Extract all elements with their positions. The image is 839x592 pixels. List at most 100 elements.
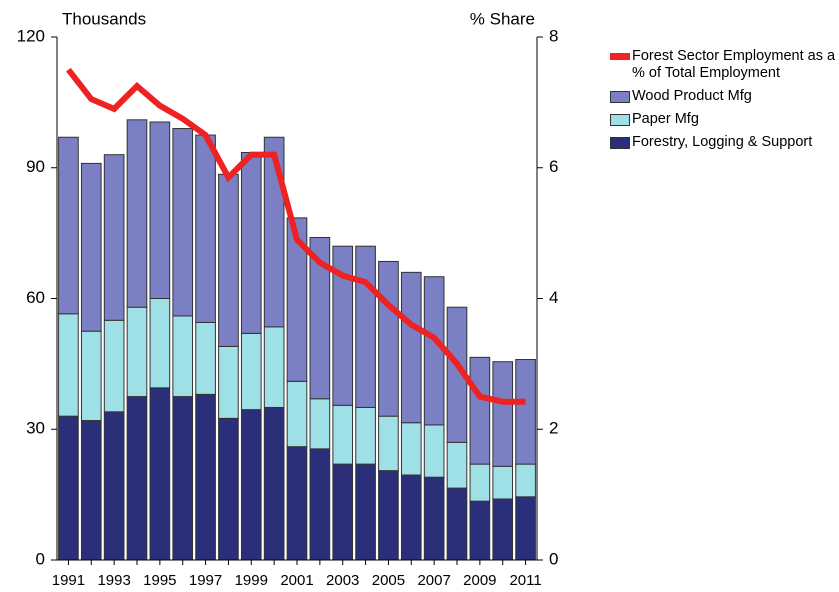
bar-segment (378, 470, 399, 561)
bar-segment (400, 422, 422, 476)
bar-segment (172, 128, 194, 317)
bar-segment (400, 271, 422, 424)
bar-segment (446, 441, 468, 489)
bar-segment (126, 119, 148, 308)
bar-segment (355, 406, 376, 465)
y-tick-label: 120 (17, 26, 45, 45)
bar-segment (469, 463, 491, 502)
legend-item: Paper Mfg (610, 111, 839, 128)
bar-segment (263, 326, 285, 408)
y2-tick-label: 4 (549, 288, 558, 307)
x-tick-label: 2001 (280, 572, 313, 589)
legend-item: Forestry, Logging & Support (610, 134, 839, 151)
y-tick-label: 30 (26, 419, 45, 438)
y-tick-label: 0 (36, 549, 45, 568)
bar-segment (195, 321, 216, 395)
bar-segment (515, 463, 536, 498)
bar-segment (309, 398, 331, 450)
bar-segment (218, 417, 239, 561)
bar-segment (446, 487, 468, 561)
bar-segment (172, 315, 194, 398)
bar-segment (149, 298, 171, 389)
legend-swatch (610, 91, 630, 103)
bar-segment (263, 136, 285, 328)
bar-segment (332, 463, 354, 561)
bar-segment (103, 411, 125, 561)
x-tick-label: 2003 (326, 572, 359, 589)
legend-swatch (610, 114, 630, 126)
bar-segment (309, 448, 331, 561)
bar-segment (172, 396, 194, 561)
bar-segment (80, 162, 102, 332)
bar-segment (332, 245, 354, 406)
x-tick-label: 1995 (143, 572, 176, 589)
y-tick-label: 90 (26, 157, 45, 176)
legend-label: Forest Sector Employment as a % of Total… (632, 48, 836, 81)
bar-segment (240, 332, 262, 411)
legend-swatch (610, 137, 630, 149)
bar-segment (218, 345, 239, 419)
bar-segment (195, 134, 216, 323)
bar-segment (492, 361, 514, 467)
y-axis-label: Thousands (62, 9, 146, 28)
legend: Forest Sector Employment as a % of Total… (610, 48, 839, 157)
y2-tick-label: 8 (549, 26, 558, 45)
bar-segment (286, 380, 308, 448)
bar-segment (492, 465, 514, 500)
bar-segment (286, 217, 308, 382)
bar-segment (378, 260, 399, 417)
legend-item: Forest Sector Employment as a % of Total… (610, 48, 839, 82)
bar-segment (149, 387, 171, 561)
y2-tick-label: 2 (549, 419, 558, 438)
x-tick-label: 1993 (97, 572, 130, 589)
legend-item: Wood Product Mfg (610, 88, 839, 105)
bar-segment (423, 476, 445, 561)
bar-segment (423, 424, 445, 478)
y2-tick-label: 6 (549, 157, 558, 176)
bar-segment (126, 306, 148, 398)
bar-segment (80, 330, 102, 422)
bar-segment (218, 173, 239, 347)
bar-segment (355, 463, 376, 561)
legend-swatch (610, 53, 630, 60)
y-tick-label: 60 (26, 288, 45, 307)
bar-segment (58, 415, 79, 561)
bar-segment (469, 356, 491, 465)
x-tick-label: 1997 (189, 572, 222, 589)
bar-segment (515, 496, 536, 561)
line-series (66, 67, 526, 405)
bar-segment (58, 313, 79, 417)
bar-segment (332, 404, 354, 465)
bar-segment (80, 420, 102, 561)
bar-segment (58, 136, 79, 315)
bar-segment (378, 415, 399, 472)
bar-segment (355, 245, 376, 408)
x-tick-label: 2005 (372, 572, 405, 589)
bar-segment (515, 359, 536, 465)
bar-segment (149, 121, 171, 299)
x-tick-label: 2009 (463, 572, 496, 589)
bar-segment (400, 474, 422, 561)
bar-segment (263, 406, 285, 561)
legend-label: Paper Mfg (632, 111, 699, 127)
bar-segment (492, 498, 514, 561)
y2-axis-label: % Share (470, 9, 535, 28)
bar-segment (240, 409, 262, 561)
legend-label: Forestry, Logging & Support (632, 134, 813, 150)
bar-segment (286, 446, 308, 561)
bar-segment (423, 276, 445, 426)
x-tick-label: 2011 (509, 572, 541, 589)
x-tick-label: 1991 (52, 572, 85, 589)
bar-segment (103, 154, 125, 321)
bar-segment (309, 236, 331, 400)
bar-segment (103, 319, 125, 413)
x-tick-label: 2007 (417, 572, 450, 589)
legend-label: Wood Product Mfg (632, 88, 752, 104)
bar-segment (126, 396, 148, 561)
bar-segment (195, 393, 216, 561)
x-tick-label: 1999 (235, 572, 268, 589)
bar-segment (469, 500, 491, 561)
y2-tick-label: 0 (549, 549, 558, 568)
